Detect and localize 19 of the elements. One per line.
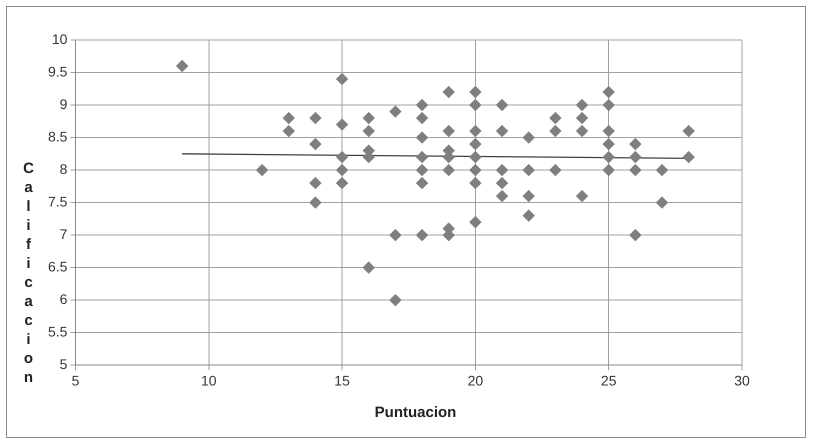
y-tick-label: 5 [60,356,68,372]
x-tick-label: 30 [734,372,750,388]
x-tick-label: 25 [600,372,617,388]
x-tick-label: 15 [334,372,350,388]
y-axis-title: Calificacion [20,160,37,388]
y-tick-label: 6 [60,291,68,308]
y-tick-label: 10 [52,30,68,47]
y-tick-label: 8.5 [48,128,68,144]
x-tick-label: 10 [200,372,217,388]
x-tick-label: 5 [72,372,80,388]
y-tick-label: 9.5 [48,63,68,80]
y-tick-label: 7.5 [48,193,68,210]
x-axis-title: Puntuacion [374,404,458,421]
y-tick-label: 6.5 [48,258,68,274]
x-tick-label: 20 [468,372,484,388]
y-tick-label: 5.5 [48,324,68,340]
y-tick-label: 9 [60,96,68,112]
y-tick-label: 8 [60,160,68,177]
y-tick-label: 7 [60,226,68,242]
